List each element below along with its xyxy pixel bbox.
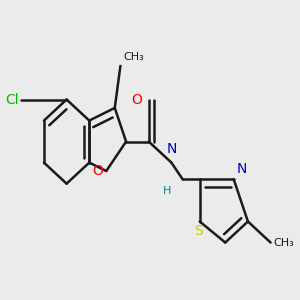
Text: N: N <box>166 142 177 156</box>
Text: Cl: Cl <box>5 92 18 106</box>
Text: N: N <box>237 162 247 176</box>
Text: CH₃: CH₃ <box>273 238 294 248</box>
Text: CH₃: CH₃ <box>123 52 144 62</box>
Text: O: O <box>93 164 104 178</box>
Text: O: O <box>131 92 142 106</box>
Text: S: S <box>194 224 203 238</box>
Text: H: H <box>163 186 171 196</box>
